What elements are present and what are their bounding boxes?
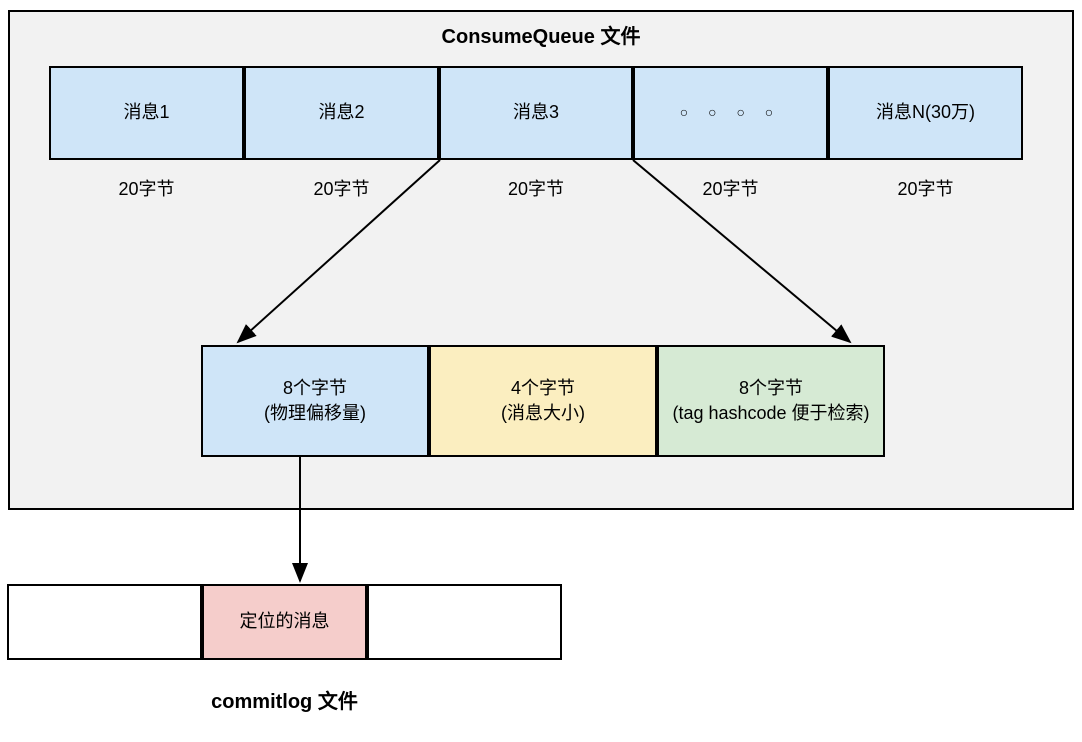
dots-text: ○ ○ ○ ○ — [680, 103, 782, 123]
title-consumequeue: ConsumeQueue 文件 — [0, 20, 1082, 49]
commitlog-cell-right — [367, 584, 562, 660]
queue-cell-n: 消息N(30万) — [828, 66, 1023, 160]
queue-cell-dots: ○ ○ ○ ○ — [633, 66, 828, 160]
sublabel-1: 20字节 — [49, 175, 244, 201]
detail-cell-size-text: 4个字节 (消息大小) — [501, 376, 585, 426]
queue-cell-1: 消息1 — [49, 66, 244, 160]
sublabel-2: 20字节 — [244, 175, 439, 201]
sublabel-4: 20字节 — [633, 175, 828, 201]
commitlog-cell-target: 定位的消息 — [202, 584, 367, 660]
detail-cell-offset: 8个字节 (物理偏移量) — [201, 345, 429, 457]
sublabel-3: 20字节 — [439, 175, 633, 201]
detail-cell-tag: 8个字节 (tag hashcode 便于检索) — [657, 345, 885, 457]
sublabel-5: 20字节 — [828, 175, 1023, 201]
title-commitlog: commitlog 文件 — [7, 685, 562, 714]
commitlog-cell-left — [7, 584, 202, 660]
detail-cell-tag-text: 8个字节 (tag hashcode 便于检索) — [672, 376, 869, 426]
detail-cell-size: 4个字节 (消息大小) — [429, 345, 657, 457]
detail-cell-offset-text: 8个字节 (物理偏移量) — [264, 376, 366, 426]
queue-cell-3: 消息3 — [439, 66, 633, 160]
queue-cell-2: 消息2 — [244, 66, 439, 160]
